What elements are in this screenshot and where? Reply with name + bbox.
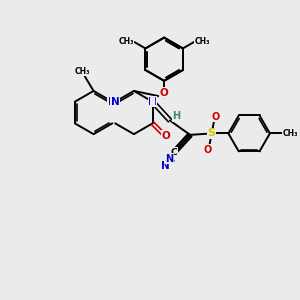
Text: C: C [171,148,178,157]
Text: N: N [111,97,119,107]
Text: H: H [172,111,180,121]
Text: N: N [148,97,157,107]
Text: O: O [161,131,170,141]
Text: CH₃: CH₃ [118,38,134,46]
Text: S: S [208,128,216,138]
Text: O: O [160,88,169,98]
Text: CH₃: CH₃ [194,38,210,46]
Text: N: N [160,161,169,171]
Text: O: O [204,145,212,155]
Text: N: N [108,97,117,107]
Text: O: O [211,112,220,122]
Text: CH₃: CH₃ [74,67,90,76]
Text: CH₃: CH₃ [282,129,298,138]
Text: C: C [167,154,174,164]
Text: N: N [165,154,173,164]
